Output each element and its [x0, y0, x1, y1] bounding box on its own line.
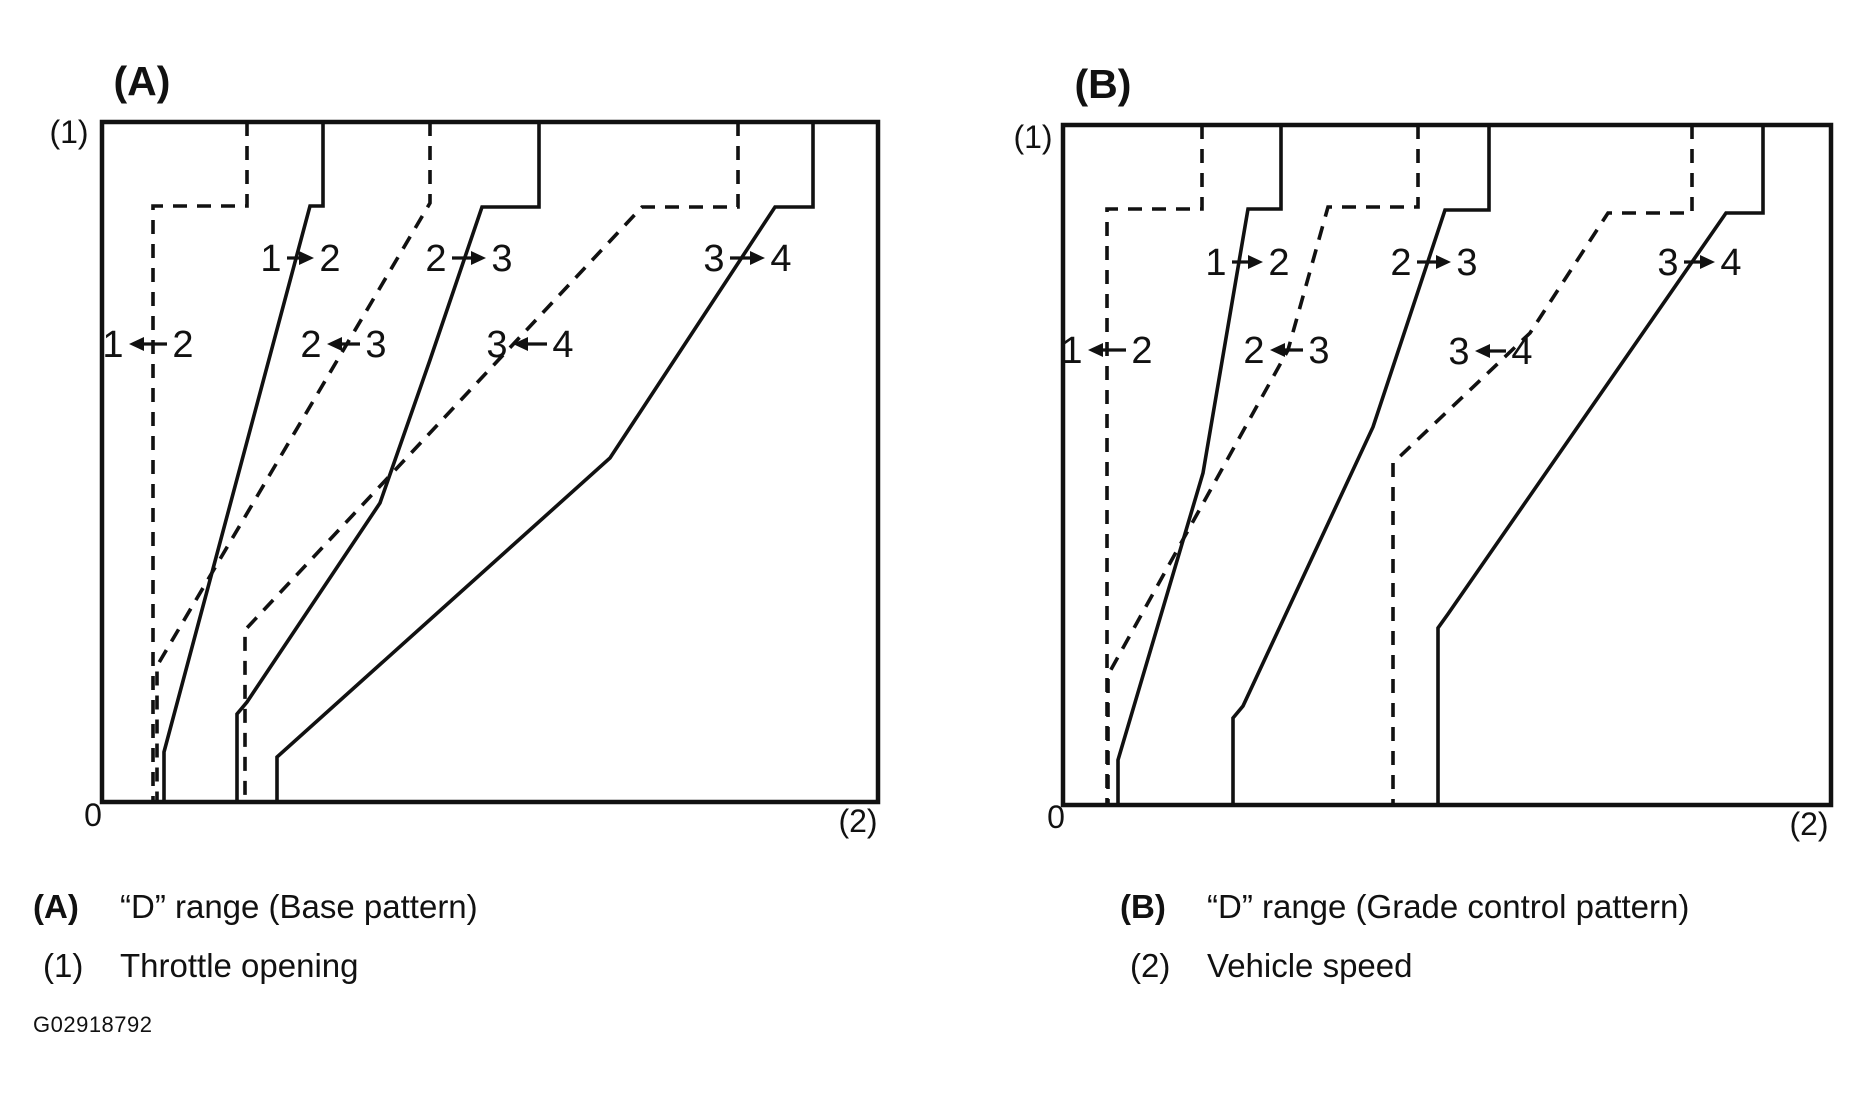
arrow-right-icon [299, 251, 314, 265]
legend-key-a: (A) [33, 888, 79, 925]
chart-B-label-2-to-3-right-digit: 3 [1456, 242, 1477, 284]
chart-A-downshift-2-1-line [151, 122, 249, 802]
chart-B-label-2-from-3-right-digit: 3 [1308, 330, 1329, 372]
legend-text-b: “D” range (Grade control pattern) [1207, 888, 1690, 925]
legend-key-b: (B) [1120, 888, 1166, 925]
chart-A-title: (A) [114, 58, 171, 104]
chart-B-downshift-4-3-line [1391, 125, 1694, 805]
chart-A-upshift-3-4-line [275, 122, 815, 802]
chart-B-label-3-from-4-left-digit: 3 [1448, 331, 1469, 373]
arrow-left-icon [129, 337, 144, 351]
chart-B-upshift-3-4-line [1436, 125, 1765, 805]
legend-row-vehicle-speed: (2) Vehicle speed [1120, 947, 1413, 985]
chart-B-label-1-to-2-left-digit: 1 [1205, 242, 1226, 284]
chart-A: 1 2 2 3 3 41 2 2 3 3 4(A)(1)0 (2) [49, 58, 881, 839]
chart-B-frame [1060, 122, 1834, 808]
legend-text-throttle: Throttle opening [120, 947, 359, 984]
chart-A-origin-label: 0 [84, 797, 102, 833]
chart-A-y-axis-label: (1) [49, 114, 88, 150]
chart-A-label-2-to-3-right-digit: 3 [491, 238, 512, 280]
arrow-right-icon [471, 251, 486, 265]
arrow-left-icon [513, 337, 528, 351]
figure-code: G02918792 [33, 1012, 153, 1037]
chart-B-label-3-from-4-right-digit: 4 [1511, 331, 1532, 373]
chart-B-label-2-to-3-left-digit: 2 [1390, 242, 1411, 284]
chart-B-x-axis-label: (2) [1789, 806, 1828, 842]
arrow-right-icon [1436, 255, 1451, 269]
chart-A-upshift-1-2-line [162, 122, 325, 802]
chart-B-downshift-3-2-line [1106, 125, 1420, 805]
chart-B-title: (B) [1075, 61, 1132, 107]
arrow-left-icon [1270, 343, 1285, 357]
chart-A-label-1-to-2-right-digit: 2 [319, 238, 340, 280]
legend-text-vehicle-speed: Vehicle speed [1207, 947, 1413, 984]
arrow-left-icon [1088, 343, 1103, 357]
chart-B-label-1-from-2-left-digit: 1 [1061, 330, 1082, 372]
chart-A-label-3-to-4-left-digit: 3 [703, 238, 724, 280]
arrow-left-icon [1475, 344, 1490, 358]
chart-B-label-3-to-4-left-digit: 3 [1657, 242, 1678, 284]
chart-A-label-3-from-4-right-digit: 4 [552, 324, 573, 366]
chart-B-y-axis-label: (1) [1013, 119, 1052, 155]
chart-B-label-1-to-2-right-digit: 2 [1268, 242, 1289, 284]
arrow-right-icon [750, 251, 765, 265]
chart-A-downshift-4-3-line [243, 122, 740, 802]
chart-A-label-1-from-2-left-digit: 1 [102, 324, 123, 366]
chart-B-upshift-1-2-line [1116, 125, 1283, 805]
chart-A-x-axis-label: (2) [838, 803, 877, 839]
legend-key-1: (1) [43, 947, 84, 984]
chart-A-label-3-to-4-right-digit: 4 [770, 238, 791, 280]
chart-B-label-2-from-3-left-digit: 2 [1243, 330, 1264, 372]
chart-A-label-2-to-3-left-digit: 2 [425, 238, 446, 280]
chart-B-upshift-2-3-line [1231, 125, 1491, 805]
chart-A-label-1-to-2-left-digit: 1 [260, 238, 281, 280]
arrow-left-icon [327, 337, 342, 351]
legend-row-a: (A) “D” range (Base pattern) [33, 888, 478, 926]
chart-B-label-3-to-4-right-digit: 4 [1720, 242, 1741, 284]
chart-A-label-2-from-3-right-digit: 3 [365, 324, 386, 366]
legend-row-throttle: (1) Throttle opening [33, 947, 359, 985]
chart-A-label-1-from-2-right-digit: 2 [172, 324, 193, 366]
legend-text-a: “D” range (Base pattern) [120, 888, 478, 925]
chart-A-upshift-2-3-line [235, 122, 541, 802]
chart-B: 1 2 2 3 3 41 2 2 3 3 4(B)(1)0 (2) [1013, 61, 1834, 842]
arrow-right-icon [1248, 255, 1263, 269]
chart-A-downshift-3-2-line [155, 122, 432, 802]
legend-key-2: (2) [1130, 947, 1171, 984]
legend-row-b: (B) “D” range (Grade control pattern) [1120, 888, 1689, 926]
chart-B-downshift-2-1-line [1105, 125, 1204, 805]
chart-A-label-3-from-4-left-digit: 3 [486, 324, 507, 366]
chart-A-frame [99, 119, 881, 805]
chart-A-label-2-from-3-left-digit: 2 [300, 324, 321, 366]
arrow-right-icon [1700, 255, 1715, 269]
chart-B-origin-label: 0 [1047, 799, 1065, 835]
chart-B-label-1-from-2-right-digit: 2 [1131, 330, 1152, 372]
